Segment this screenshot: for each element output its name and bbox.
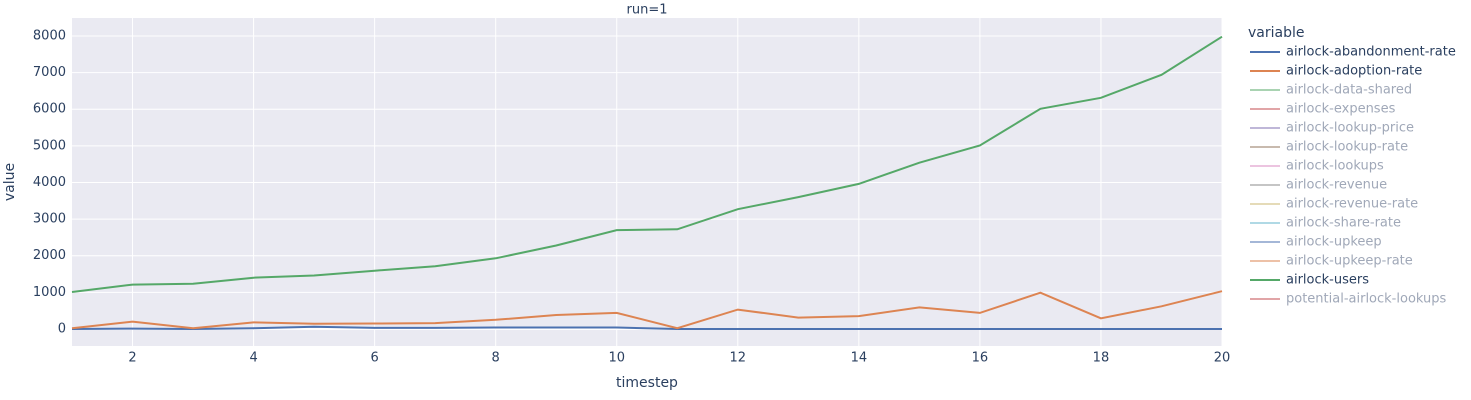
- legend-title: variable: [1248, 25, 1304, 41]
- legend-label: airlock-lookup-price: [1286, 121, 1414, 136]
- legend-label: airlock-upkeep: [1286, 235, 1382, 250]
- legend-label: airlock-abandonment-rate: [1286, 45, 1456, 60]
- y-tick-label: 7000: [33, 65, 66, 80]
- legend-label: airlock-users: [1286, 273, 1369, 288]
- legend-label: airlock-lookups: [1286, 159, 1384, 174]
- legend-label: airlock-share-rate: [1286, 216, 1401, 231]
- x-tick-label: 8: [492, 351, 500, 366]
- legend-label: airlock-adoption-rate: [1286, 64, 1422, 79]
- x-tick-label: 10: [608, 351, 625, 366]
- legend-label: airlock-upkeep-rate: [1286, 254, 1413, 269]
- y-tick-label: 0: [58, 321, 66, 336]
- x-tick-label: 4: [249, 351, 257, 366]
- legend-label: airlock-revenue: [1286, 178, 1387, 193]
- x-tick-label: 6: [370, 351, 378, 366]
- x-tick-label: 20: [1214, 351, 1231, 366]
- y-tick-label: 3000: [33, 212, 66, 227]
- legend-label: airlock-lookup-rate: [1286, 140, 1408, 155]
- y-tick-label: 2000: [33, 248, 66, 263]
- x-tick-label: 16: [972, 351, 989, 366]
- x-tick-label: 18: [1093, 351, 1110, 366]
- y-tick-label: 6000: [33, 102, 66, 117]
- legend-label: airlock-expenses: [1286, 102, 1396, 117]
- y-tick-label: 1000: [33, 285, 66, 300]
- legend-label: airlock-revenue-rate: [1286, 197, 1418, 212]
- y-axis-title: value: [2, 163, 18, 201]
- legend-label: potential-airlock-lookups: [1286, 292, 1447, 307]
- chart-title: run=1: [627, 3, 668, 18]
- series-line: [71, 325, 1222, 331]
- x-tick-label: 2: [128, 351, 136, 366]
- x-axis-title: timestep: [616, 375, 678, 391]
- x-tick-label: 12: [730, 351, 747, 366]
- series-line: [71, 35, 1223, 293]
- legend-label: airlock-data-shared: [1286, 83, 1412, 98]
- x-tick-label: 14: [851, 351, 868, 366]
- y-tick-label: 8000: [33, 28, 66, 43]
- y-tick-label: 4000: [33, 175, 66, 190]
- series-line: [71, 290, 1223, 330]
- y-tick-label: 5000: [33, 138, 66, 153]
